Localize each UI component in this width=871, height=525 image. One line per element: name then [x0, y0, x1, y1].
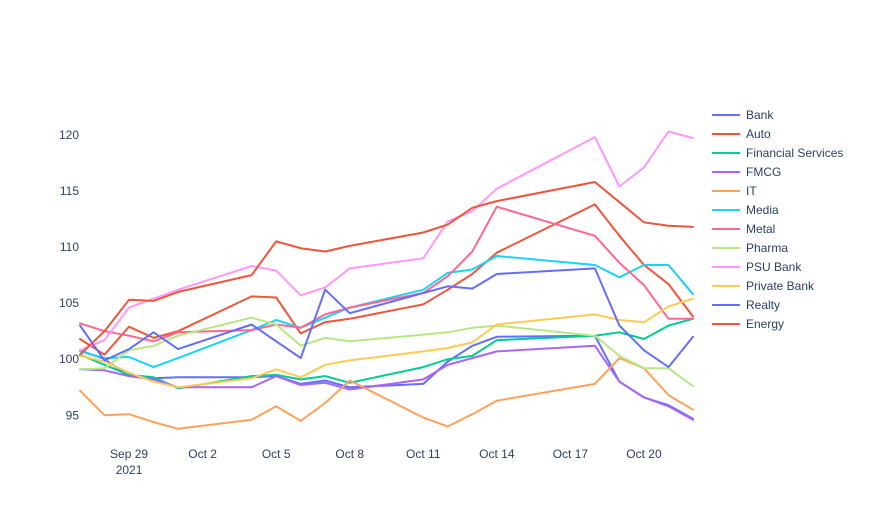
- x-tick-label: Sep 29: [110, 447, 148, 461]
- series-line-metal: [79, 205, 694, 343]
- legend-item-media[interactable]: Media: [712, 203, 779, 217]
- legend-label: Realty: [746, 298, 780, 312]
- legend-item-private-bank[interactable]: Private Bank: [712, 279, 815, 293]
- legend-item-pharma[interactable]: Pharma: [712, 241, 788, 255]
- legend-label: Metal: [746, 222, 775, 236]
- y-tick-label: 120: [59, 128, 79, 142]
- plot-area: [79, 130, 694, 430]
- legend-label: Financial Services: [746, 146, 843, 160]
- legend-label: Energy: [746, 317, 784, 331]
- y-tick-label: 105: [59, 296, 79, 310]
- series-line-financial-services: [79, 317, 694, 390]
- x-tick-sublabel: 2021: [116, 463, 143, 477]
- legend-label: Private Bank: [746, 279, 815, 293]
- series-line-fmcg: [79, 344, 694, 421]
- legend-item-it[interactable]: IT: [712, 184, 757, 198]
- legend-item-fmcg[interactable]: FMCG: [712, 165, 781, 179]
- legend-label: FMCG: [746, 165, 781, 179]
- legend[interactable]: Bank Auto Financial Services FMCG IT Media Met…: [712, 108, 843, 331]
- legend-item-financial-services[interactable]: Financial Services: [712, 146, 843, 160]
- y-tick-label: 100: [59, 352, 79, 366]
- x-tick-label: Oct 8: [335, 447, 364, 461]
- legend-label: Pharma: [746, 241, 788, 255]
- x-axis: Sep 29 2021 Oct 2 Oct 5 Oct 8 Oct 11 Oct 14 Oct…: [110, 447, 662, 477]
- x-tick-label: Oct 20: [626, 447, 662, 461]
- y-tick-label: 110: [60, 240, 79, 254]
- legend-item-auto[interactable]: Auto: [712, 127, 771, 141]
- y-tick-label: 95: [66, 408, 80, 422]
- series-line-auto: [79, 203, 694, 356]
- series-line-realty: [79, 267, 694, 369]
- series-line-it: [79, 357, 694, 430]
- series-line-energy: [79, 181, 694, 356]
- series-line-private-bank: [79, 297, 694, 389]
- legend-label: PSU Bank: [746, 260, 802, 274]
- y-axis: 95 100 105 110 115 120: [59, 128, 79, 422]
- legend-item-psu-bank[interactable]: PSU Bank: [712, 260, 802, 274]
- legend-item-energy[interactable]: Energy: [712, 317, 784, 331]
- x-tick-label: Oct 5: [262, 447, 291, 461]
- legend-item-realty[interactable]: Realty: [712, 298, 780, 312]
- x-tick-label: Oct 11: [406, 447, 441, 461]
- x-tick-label: Oct 14: [479, 447, 515, 461]
- series-line-psu-bank: [79, 130, 694, 352]
- x-tick-label: Oct 17: [553, 447, 589, 461]
- legend-label: Bank: [746, 108, 774, 122]
- series-line-pharma: [79, 316, 694, 388]
- legend-label: IT: [746, 184, 757, 198]
- legend-item-metal[interactable]: Metal: [712, 222, 775, 236]
- legend-item-bank[interactable]: Bank: [712, 108, 774, 122]
- legend-label: Media: [746, 203, 779, 217]
- y-tick-label: 115: [60, 184, 79, 198]
- x-tick-label: Oct 2: [188, 447, 217, 461]
- legend-label: Auto: [746, 127, 771, 141]
